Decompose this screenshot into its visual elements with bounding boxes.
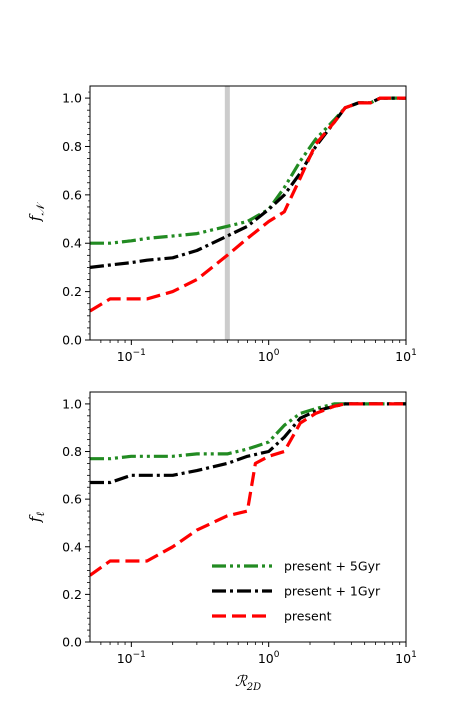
chart-panel-2: 0.0 0.2 0.4 0.6 0.8 1.0 10−1 100 101 fℓ ℛ2D present… [26, 391, 417, 693]
x-axis-label: ℛ2D [235, 672, 261, 693]
series-group [90, 402, 406, 577]
legend-label-black: present + 1Gyr [284, 584, 381, 599]
y-tick-label: 0.4 [62, 236, 82, 251]
y-tick-label: 1.0 [62, 396, 82, 411]
series-line-green [90, 96, 406, 245]
x-tick-label: 10−1 [117, 650, 146, 666]
legend: present + 5Gyr present + 1Gyr present [212, 559, 381, 624]
x-tick-label: 101 [395, 650, 417, 666]
panels: 0.00.20.40.60.81.010−1 100 101f𝒩0.00.20.40… [26, 85, 417, 693]
y-tick-label: 0.0 [62, 333, 82, 348]
y-axis-label: fℓ [26, 512, 47, 524]
series-group [90, 96, 406, 313]
x-tick-label: 100 [258, 650, 280, 666]
y-tick-label: 0.0 [62, 635, 82, 650]
legend-label-red: present [284, 609, 332, 624]
legend-label-green: present + 5Gyr [284, 559, 381, 574]
x-tick-label: 101 [395, 348, 417, 364]
y-tick-label: 0.4 [62, 539, 82, 554]
series-line-red [90, 402, 406, 577]
y-tick-label: 1.0 [62, 91, 82, 106]
y-tick-label: 0.8 [62, 444, 82, 459]
y-tick-label: 0.8 [62, 139, 82, 154]
y-tick-label: 0.6 [62, 187, 82, 202]
y-axis-label: f𝒩 [26, 201, 47, 222]
series-line-red [90, 96, 406, 313]
y-tick-label: 0.2 [62, 587, 82, 602]
y-tick-label: 0.6 [62, 492, 82, 507]
x-tick-label: 100 [258, 348, 280, 364]
x-tick-label: 10−1 [117, 348, 146, 364]
chart-panel-1: 0.0 0.2 0.4 0.6 0.8 1.0 10−1 100 101 f𝒩 [26, 85, 417, 364]
y-tick-label: 0.2 [62, 284, 82, 299]
